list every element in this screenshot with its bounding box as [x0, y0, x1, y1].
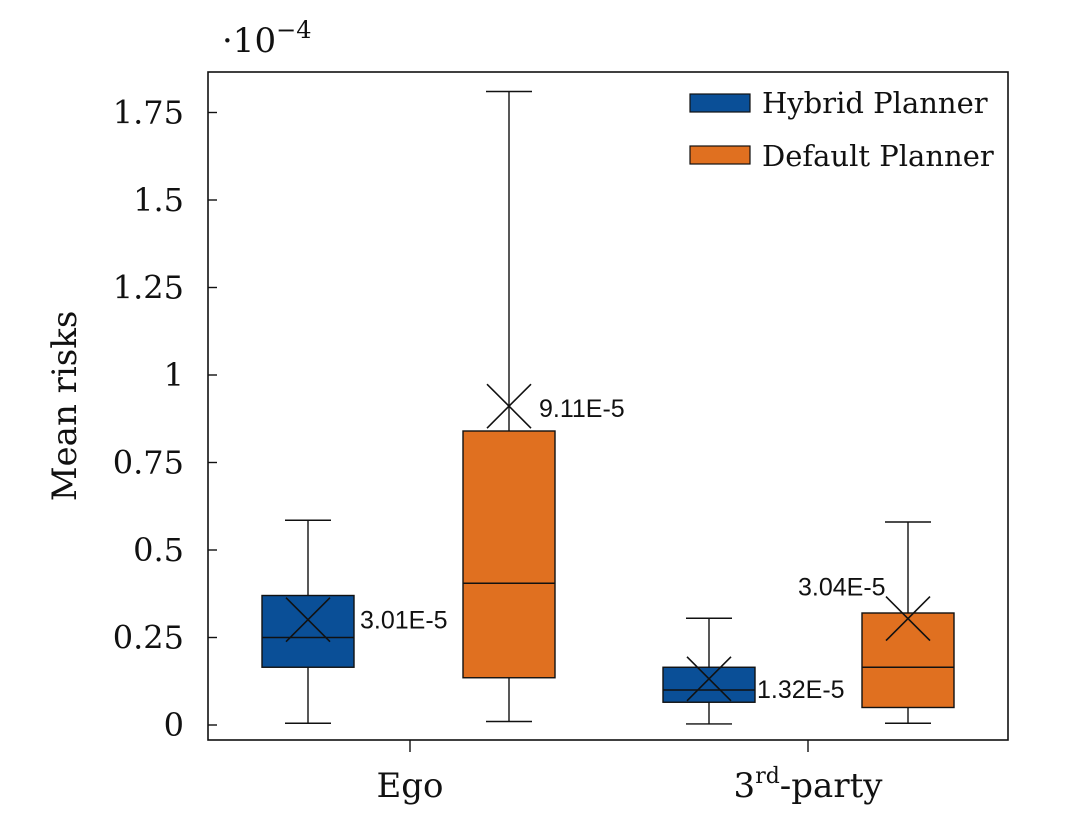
x-axis: Ego 3rd-party: [376, 740, 883, 806]
box-1-0: 9.11E-5: [462, 90, 625, 723]
box-series: 3.01E-5 1.32E-5 9.11E-5 3.04E-5: [261, 90, 955, 725]
scale-exponent-label: ·10−4: [222, 16, 311, 61]
scale-exponent: −4: [276, 16, 311, 44]
svg-text:·10−4: ·10−4: [222, 16, 311, 61]
legend-label-default: Default Planner: [762, 139, 994, 173]
mean-value-label: 3.04E-5: [798, 574, 886, 602]
iqr-box: [462, 430, 556, 679]
mean-marker: [486, 383, 532, 429]
y-axis: 0 0.25 0.5 0.75 1 1.25 1.5 1.75: [113, 94, 217, 744]
mean-value-label: 1.32E-5: [757, 676, 845, 704]
legend: Hybrid Planner Default Planner: [689, 86, 994, 173]
x-tick-label: 3rd-party: [734, 764, 884, 806]
legend-label-hybrid: Hybrid Planner: [762, 86, 988, 120]
iqr-box: [861, 612, 955, 709]
y-tick-label: 0.25: [113, 619, 184, 657]
mean-value-label: 3.01E-5: [360, 607, 448, 635]
y-tick-label: 1.5: [133, 181, 184, 219]
iqr-box: [261, 594, 355, 668]
box-1-1: 3.04E-5: [798, 521, 955, 724]
y-tick-label: 1.25: [113, 269, 184, 307]
mean-marker: [885, 596, 931, 642]
mean-marker: [285, 597, 331, 643]
iqr-box: [662, 666, 756, 703]
scale-prefix: ·10: [222, 21, 276, 61]
y-tick-label: 0: [164, 706, 184, 744]
legend-swatch-default: [689, 145, 751, 165]
y-axis-title: Mean risks: [45, 311, 85, 502]
mean-marker: [686, 656, 732, 702]
y-tick-label: 1.75: [113, 94, 184, 132]
box-0-1: 1.32E-5: [662, 617, 845, 725]
box-0-0: 3.01E-5: [261, 519, 448, 724]
y-tick-label: 1: [164, 356, 184, 394]
legend-swatch-hybrid: [689, 93, 751, 113]
plot-area-frame: [207, 71, 1009, 741]
mean-value-label: 9.11E-5: [539, 395, 625, 423]
y-tick-label: 0.75: [113, 444, 184, 482]
x-tick-label: Ego: [376, 766, 443, 806]
y-tick-label: 0.5: [133, 531, 184, 569]
